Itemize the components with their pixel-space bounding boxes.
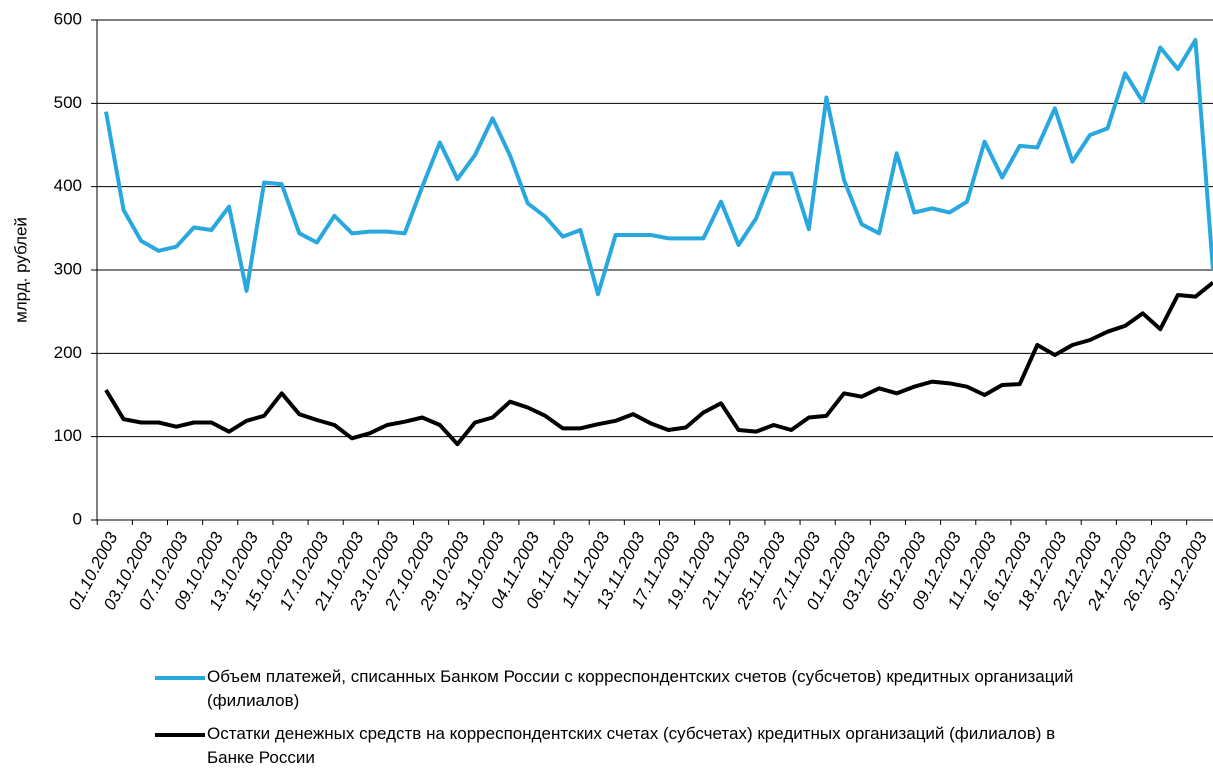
y-tick-label: 100 [54,426,82,445]
y-tick-label: 200 [54,343,82,362]
y-tick-label: 0 [73,509,82,528]
legend-line: Остатки денежных средств на корреспонден… [207,724,1055,743]
y-tick-label: 400 [54,176,82,195]
series-line [104,280,1213,447]
legend-label: Объем платежей, списанных Банком России … [207,667,1073,710]
legend-line: Банке России [207,748,315,767]
y-tick-label: 500 [54,93,82,112]
y-tick-label: 600 [54,9,82,28]
legend-label: Остатки денежных средств на корреспонден… [207,724,1055,767]
y-tick-label: 300 [54,259,82,278]
series-line [104,38,1213,297]
y-axis-label: млрд. рублей [11,217,30,323]
legend-line: (филиалов) [207,691,299,710]
legend-line: Объем платежей, списанных Банком России … [207,667,1073,686]
